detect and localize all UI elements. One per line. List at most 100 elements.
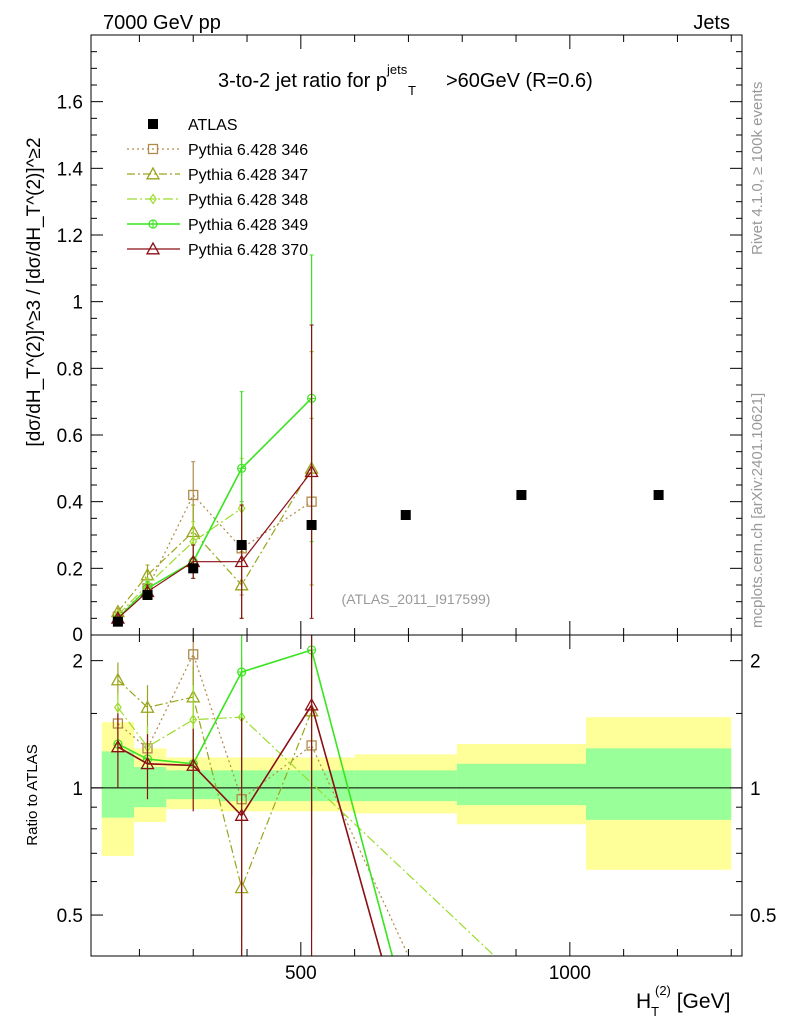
y-tick-label: 1.2 xyxy=(57,226,83,247)
legend-label: Pythia 6.428 370 xyxy=(188,242,308,259)
legend-item-atlas: ATLAS xyxy=(148,117,238,134)
data-point-atlas xyxy=(306,520,317,530)
legend-label: Pythia 6.428 347 xyxy=(188,167,308,184)
series-p349 xyxy=(113,254,317,623)
main-y-axis-label: [dσ/dH_T^(2)]^≥3 / [dσ/dH_T^(2)]^≥2 xyxy=(24,137,45,446)
y-tick-label: 1.4 xyxy=(57,159,84,180)
ratio-frame xyxy=(90,634,743,957)
band-inner xyxy=(220,770,274,802)
ratio-y-axis: 0.5 0.5 1 1 2 2 xyxy=(57,652,777,927)
xlabel-pre: H xyxy=(636,990,651,1013)
header-right: Jets xyxy=(693,12,730,34)
series-line-p347 xyxy=(117,468,313,613)
main-y-axis: 0.2 0.4 0.6 0.8 1 1.2 1.4 1.6 0 xyxy=(57,51,742,646)
data-point-atlas xyxy=(188,563,199,574)
legend: ATLAS Pythia 6.428 346 Pythia 6.428 347 Pyt… xyxy=(127,117,308,259)
data-point-p349-cross xyxy=(237,464,246,473)
legend-label: Pythia 6.428 348 xyxy=(188,192,308,209)
legend-label: Pythia 6.428 346 xyxy=(188,142,308,159)
ratio-point-p370 xyxy=(304,697,319,711)
legend-item-p370: Pythia 6.428 370 xyxy=(127,241,308,259)
series-atlas xyxy=(112,490,664,627)
band-inner xyxy=(273,770,355,802)
series-p347 xyxy=(110,351,319,619)
legend-item-p347: Pythia 6.428 347 xyxy=(127,166,308,184)
legend-marker-cross xyxy=(149,220,157,228)
legend-item-p349: Pythia 6.428 349 xyxy=(127,217,308,234)
band-inner xyxy=(134,767,167,808)
watermark: (ATLAS_2011_I917599) xyxy=(342,591,491,607)
ratio-point-p349-cross xyxy=(237,668,246,677)
ratio-y-tick-label-right: 0.5 xyxy=(750,906,776,927)
ratio-line-p348 xyxy=(117,707,495,956)
y-tick-label: 0.6 xyxy=(57,426,83,447)
title-post: >60GeV (R=0.6) xyxy=(446,70,593,92)
ratio-point-p348 xyxy=(114,701,122,713)
data-point-atlas xyxy=(516,490,527,500)
y-tick-label: 0.4 xyxy=(57,493,84,514)
main-plot-marks xyxy=(110,254,664,627)
ratio-point-p348 xyxy=(189,714,198,726)
legend-item-p348: Pythia 6.428 348 xyxy=(127,192,308,209)
ratio-y-tick-label-right: 2 xyxy=(750,652,761,673)
legend-item-p346: Pythia 6.428 346 xyxy=(127,142,308,159)
ratio-line-p349 xyxy=(117,648,394,956)
band-inner xyxy=(585,748,732,820)
ratio-line-p370 xyxy=(117,703,383,956)
ratio-point-p346 xyxy=(188,649,199,660)
y-label: [dσ/dH_T^(2)]^≥3 / [dσ/dH_T^(2)]^≥2 xyxy=(24,137,45,446)
data-point-p370 xyxy=(304,464,319,478)
x-tick-label: 500 xyxy=(285,963,317,984)
y-tick-label: 1.6 xyxy=(57,93,83,114)
ratio-bands xyxy=(91,717,742,870)
ratio-point-p347 xyxy=(140,700,155,713)
x-axis-label: HT (2) [GeV] xyxy=(636,983,730,1019)
side-label-bottom: mcplots.cern.ch [arXiv:2401.10621] xyxy=(749,393,766,628)
legend-marker xyxy=(148,119,158,129)
data-point-p346 xyxy=(188,489,199,501)
ratio-y-tick-label-right: 1 xyxy=(750,779,761,800)
chart-title: 3-to-2 jet ratio for pjetsT >60GeV (R=0.6… xyxy=(218,62,593,98)
band-inner xyxy=(354,770,457,802)
title-sub: T xyxy=(408,83,416,98)
legend-marker xyxy=(145,241,161,255)
data-point-atlas xyxy=(653,490,664,500)
y-tick-label: 0.2 xyxy=(57,559,83,580)
y-zero-label: 0 xyxy=(72,625,83,646)
ratio-point-p370 xyxy=(186,758,201,771)
x-tick-label: 1000 xyxy=(549,963,591,984)
legend-marker xyxy=(145,166,161,180)
title-sup: jets xyxy=(386,62,408,77)
y-tick-label: 1 xyxy=(72,293,83,314)
data-point-p370 xyxy=(234,554,249,568)
ratio-y-tick-label: 1 xyxy=(72,779,83,800)
band-inner xyxy=(456,763,586,806)
ratio-point-p347 xyxy=(110,672,126,686)
xlabel-sub: T xyxy=(651,1004,659,1019)
ratio-panel: 0.5 0.5 1 1 2 2 500 1000 Ratio to ATLAS HT (2) … xyxy=(24,35,776,1019)
side-label-top: Rivet 4.1.0, ≥ 100k events xyxy=(749,82,766,255)
main-panel: 0.2 0.4 0.6 0.8 1 1.2 1.4 1.6 0 3-to-2 jet ratio… xyxy=(24,34,743,646)
xlabel-sup: (2) xyxy=(655,983,671,998)
ratio-y-label: Ratio to ATLAS xyxy=(24,744,41,845)
data-point-atlas xyxy=(400,510,411,520)
ratio-point-p370 xyxy=(140,756,155,770)
data-point-atlas xyxy=(236,540,247,550)
data-point-atlas xyxy=(112,616,123,627)
ratio-series-p370 xyxy=(110,635,383,956)
legend-marker xyxy=(147,143,159,155)
y-tick-label: 0.8 xyxy=(57,359,83,380)
ratio-point-p370 xyxy=(234,808,249,821)
legend-marker xyxy=(149,193,157,205)
legend-label: Pythia 6.428 349 xyxy=(188,217,308,234)
x-axis: 500 1000 xyxy=(138,35,732,984)
ratio-y-tick-label: 0.5 xyxy=(57,906,83,927)
legend-label: ATLAS xyxy=(188,117,238,134)
series-line-p348 xyxy=(117,507,242,616)
data-point-atlas xyxy=(142,590,153,600)
series-p348 xyxy=(114,457,246,621)
header-left: 7000 GeV pp xyxy=(103,12,221,34)
ratio-y-tick-label: 2 xyxy=(72,652,83,673)
ratio-plot-marks xyxy=(110,635,495,956)
